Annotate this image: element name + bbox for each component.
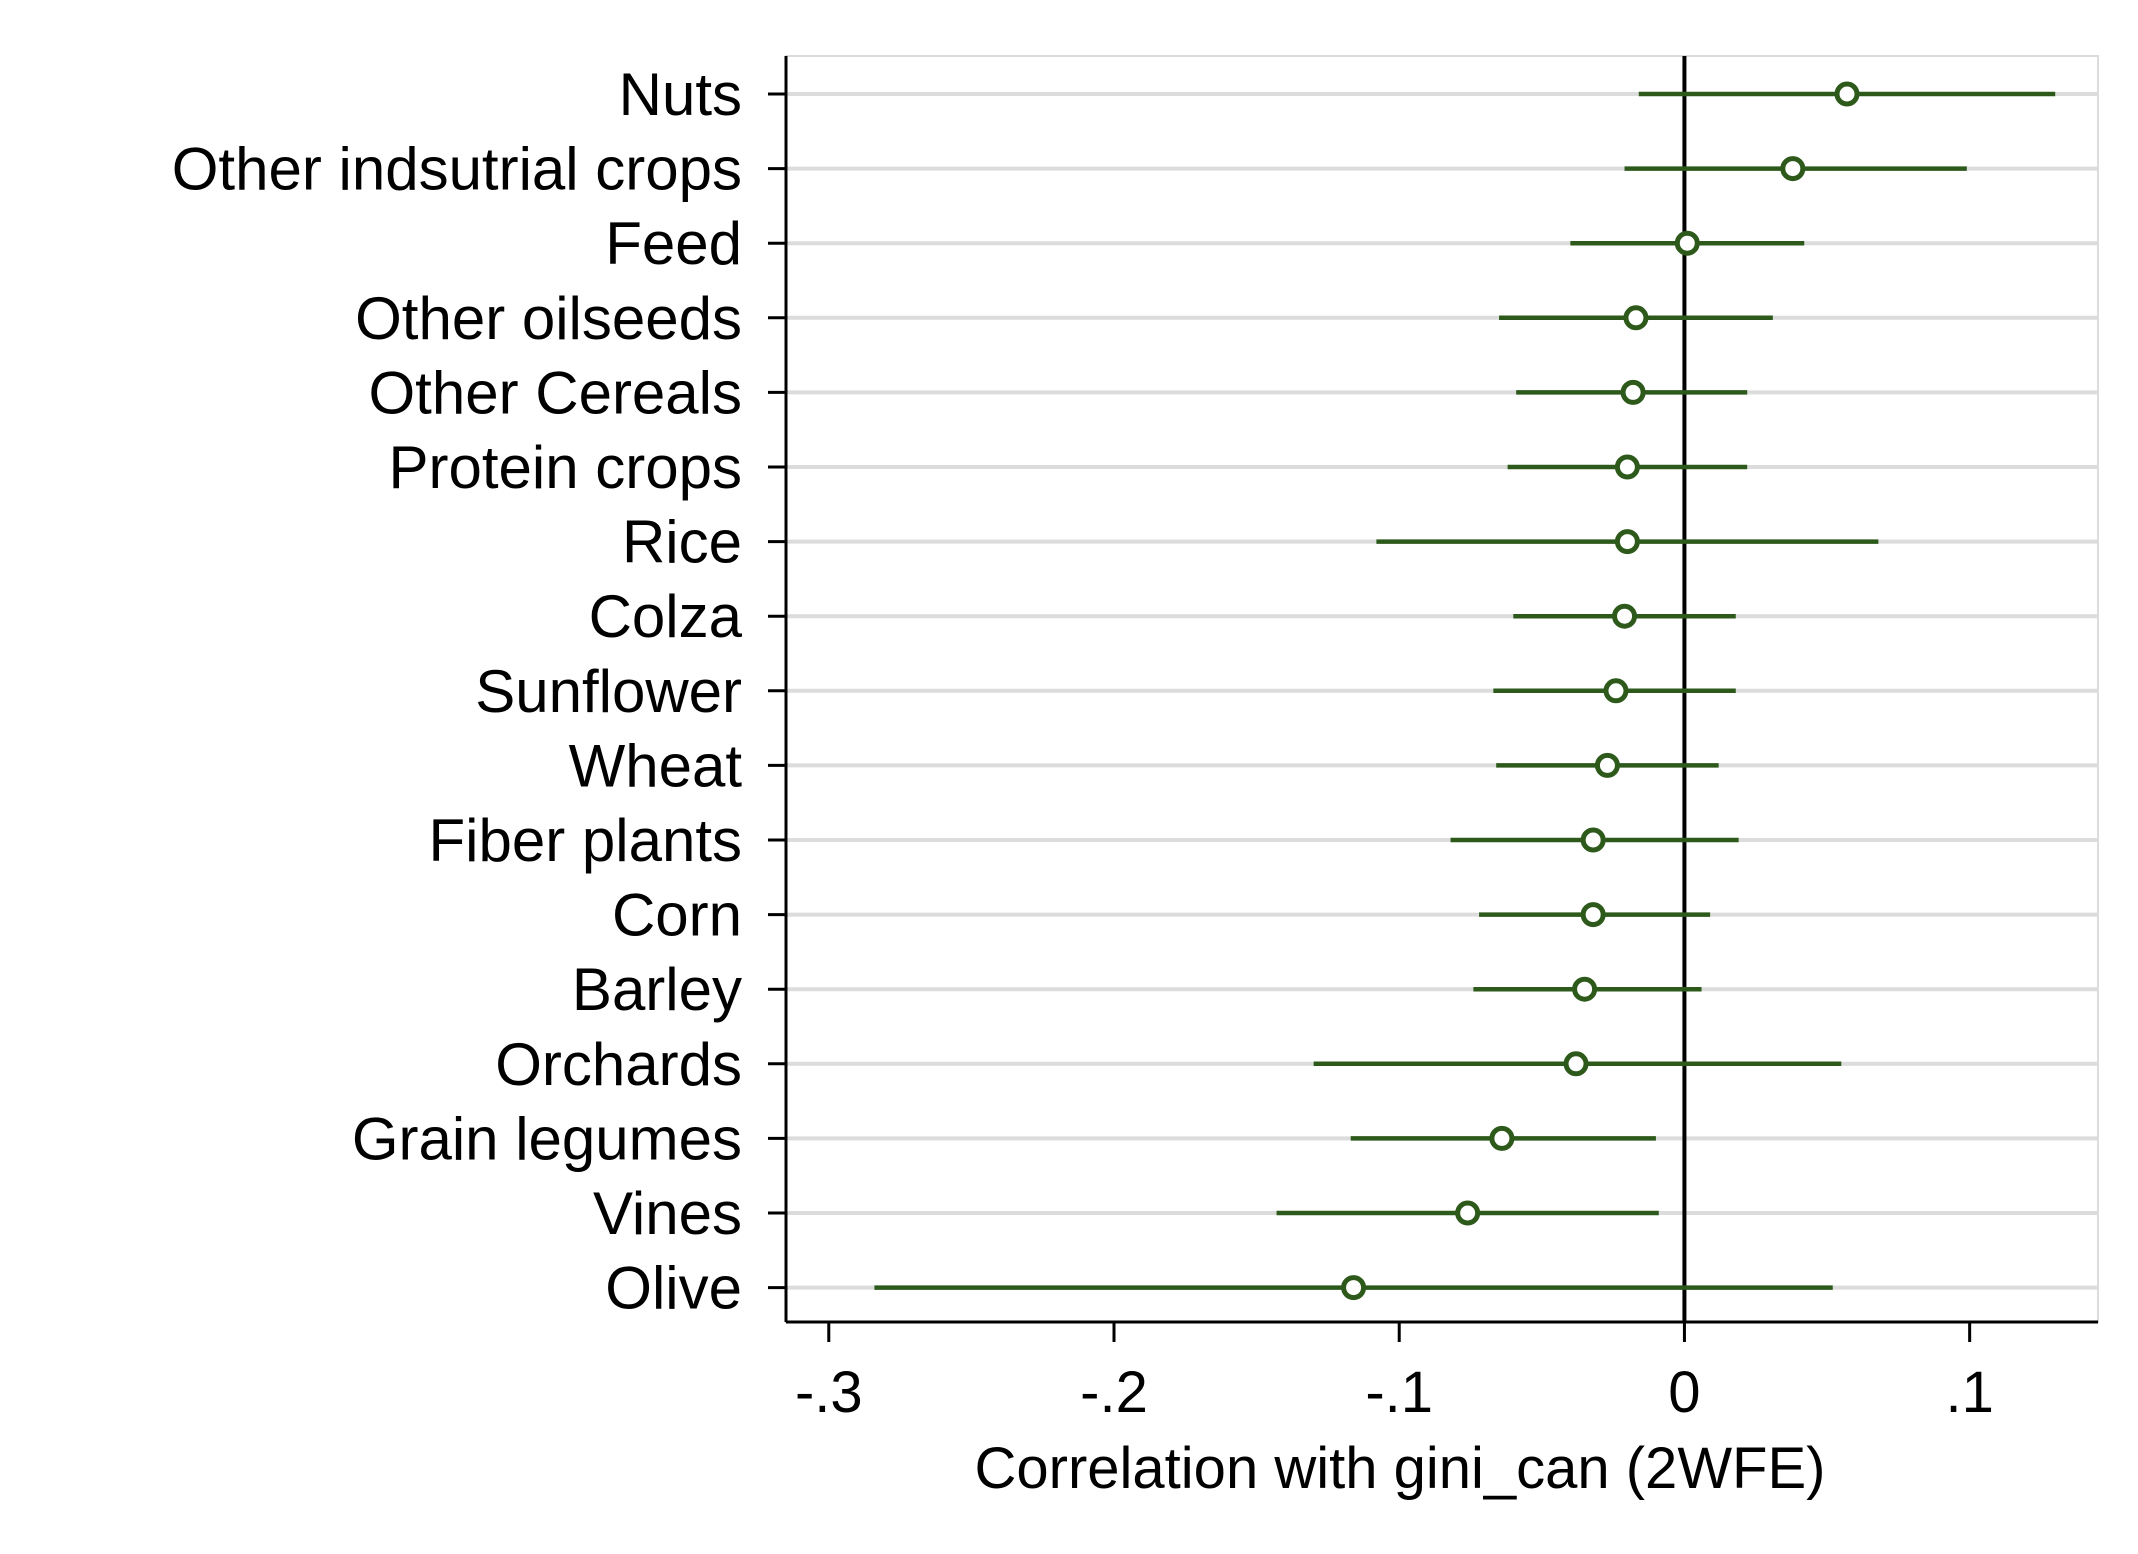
- estimate-marker: [1594, 752, 1620, 778]
- category-label: Olive: [605, 1255, 742, 1322]
- point-estimates: [1341, 81, 1860, 1301]
- x-axis-ticks: -.3 -.2 -.1 0 .1: [795, 1322, 1994, 1425]
- category-label: Sunflower: [475, 658, 742, 725]
- category-label: Fiber plants: [429, 807, 742, 874]
- category-label: Corn: [612, 882, 742, 949]
- category-label: Protein crops: [389, 434, 743, 501]
- estimate-marker: [1580, 827, 1606, 853]
- x-axis-label: Correlation with gini_can (2WFE): [975, 1436, 1826, 1501]
- estimate-marker: [1612, 603, 1638, 629]
- category-label: Rice: [622, 509, 742, 576]
- estimate-marker: [1603, 678, 1629, 704]
- estimate-marker: [1489, 1125, 1515, 1151]
- estimate-marker: [1341, 1275, 1367, 1301]
- category-label: Barley: [572, 956, 742, 1023]
- category-label: Vines: [593, 1180, 742, 1247]
- x-tick-label: 0: [1668, 1360, 1700, 1425]
- estimate-marker: [1572, 976, 1598, 1002]
- category-label: Orchards: [495, 1031, 742, 1098]
- category-labels: Nuts Other indsutrial crops Feed Other oils…: [172, 61, 743, 1322]
- category-label: Other oilseeds: [355, 285, 742, 352]
- estimate-marker: [1620, 379, 1646, 405]
- estimate-marker: [1780, 156, 1806, 182]
- x-tick-label: -.2: [1080, 1360, 1148, 1425]
- estimate-marker: [1674, 230, 1700, 256]
- category-label: Grain legumes: [352, 1105, 742, 1172]
- estimate-marker: [1563, 1051, 1589, 1077]
- estimate-marker: [1834, 81, 1860, 107]
- category-label: Other Cereals: [369, 359, 742, 426]
- x-tick-label: -.1: [1365, 1360, 1433, 1425]
- estimate-marker: [1614, 529, 1640, 555]
- x-tick-label: .1: [1945, 1360, 1993, 1425]
- category-label: Nuts: [619, 61, 742, 128]
- category-label: Wheat: [569, 732, 743, 799]
- estimate-marker: [1623, 305, 1649, 331]
- axes: [768, 56, 2098, 1324]
- category-label: Colza: [589, 583, 743, 650]
- estimate-marker: [1455, 1200, 1481, 1226]
- category-label: Feed: [605, 210, 742, 277]
- x-tick-label: -.3: [795, 1360, 863, 1425]
- estimate-marker: [1614, 454, 1640, 480]
- estimate-marker: [1580, 902, 1606, 928]
- category-label: Other indsutrial crops: [172, 136, 742, 203]
